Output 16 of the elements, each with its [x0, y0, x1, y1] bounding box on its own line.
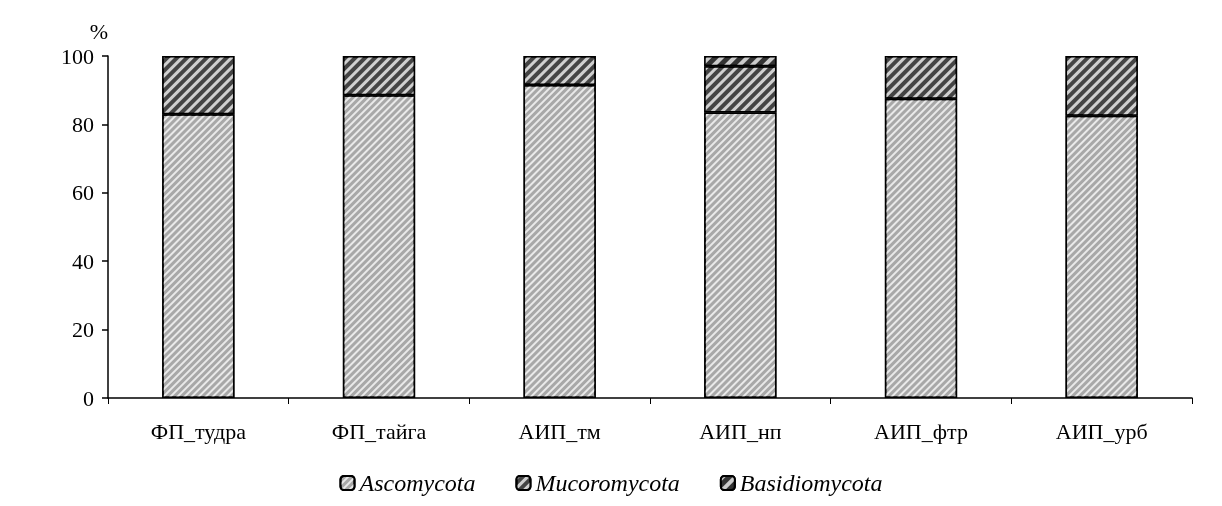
- x-tick-label: АИП_фтр: [874, 418, 968, 444]
- x-tick-label: АИП_нп: [699, 418, 782, 444]
- y-tick-label: 80: [72, 111, 94, 137]
- legend-label: Ascomycota: [357, 470, 476, 496]
- y-tick-label: 60: [72, 180, 94, 206]
- legend-label: Basidiomycota: [739, 470, 883, 496]
- x-tick-label: ФП_тудра: [150, 418, 247, 444]
- legend-label: Mucoromycota: [534, 470, 680, 496]
- y-tick-label: 40: [72, 248, 94, 274]
- y-tick-label: 100: [61, 43, 94, 69]
- y-tick-label: 20: [72, 317, 94, 343]
- x-tick-label: АИП_тм: [518, 418, 601, 444]
- x-tick-label: ФП_тайга: [331, 418, 427, 444]
- x-tick-label: АИП_урб: [1055, 418, 1148, 444]
- y-axis-title: %: [89, 18, 108, 44]
- y-tick-label: 0: [83, 385, 94, 411]
